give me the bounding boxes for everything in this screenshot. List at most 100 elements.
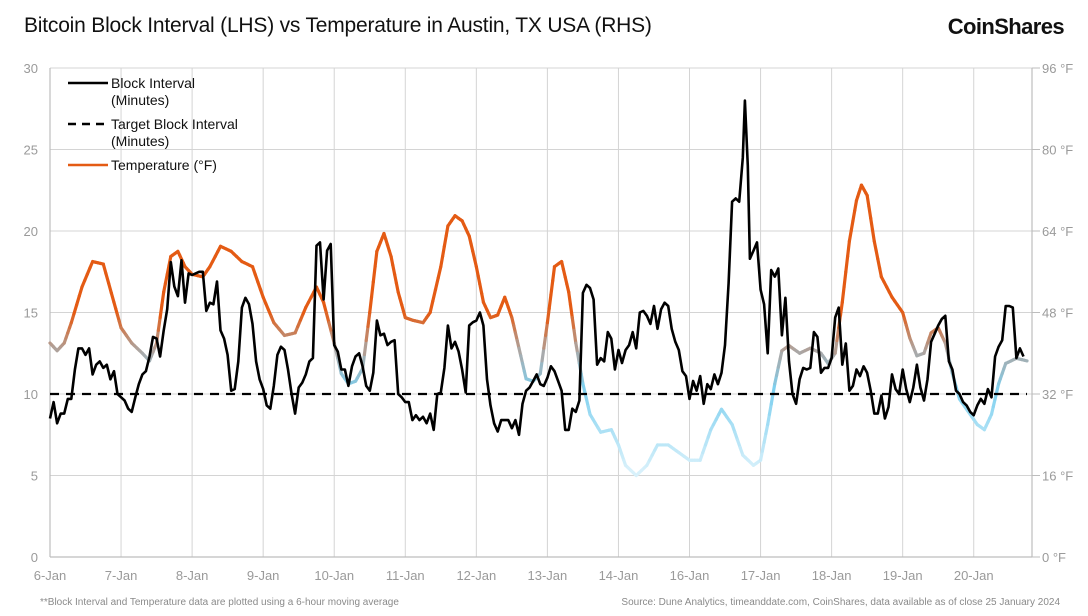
temperature-segment [847, 229, 853, 243]
temperature-segment [542, 333, 548, 350]
temperature-segment [444, 224, 450, 238]
temperature-segment [567, 290, 573, 307]
y-left-tick-label: 25 [24, 143, 38, 158]
temperature-segment [549, 279, 555, 297]
temperature-segment [439, 254, 445, 269]
y-left-tick-label: 30 [24, 61, 38, 76]
x-tick-label: 18-Jan [812, 568, 852, 583]
legend-label: Temperature (°F) [111, 157, 217, 173]
temperature-segment [870, 228, 876, 243]
block-interval-line [48, 99, 1025, 437]
series-layer [48, 99, 1029, 478]
temperature-segment [766, 412, 772, 427]
temperature-segment [769, 392, 775, 406]
x-tick-label: 20-Jan [954, 568, 994, 583]
temperature-segment [321, 300, 328, 315]
legend: Block Interval(Minutes)Target Block Inte… [68, 75, 238, 173]
x-tick-label: 16-Jan [670, 568, 710, 583]
temperature-segment [433, 276, 440, 292]
temperature-segment [362, 338, 368, 357]
temperature-segment [849, 219, 855, 233]
footnote: **Block Interval and Temperature data ar… [40, 597, 399, 608]
temperature-segment [865, 193, 871, 209]
y-axis-right-ticks: 0 °F 16 °F 32 °F 48 °F 64 °F 80 °F 96 °F [1042, 61, 1073, 565]
temperature-segment [574, 341, 580, 355]
grid [50, 67, 1032, 557]
temperature-segment [368, 295, 374, 315]
temperature-segment [324, 310, 331, 325]
x-tick-label: 13-Jan [528, 568, 568, 583]
temperature-segment [771, 382, 777, 396]
temperature-segment [545, 307, 551, 325]
y-left-tick-label: 5 [31, 469, 38, 484]
x-tick-label: 14-Jan [599, 568, 639, 583]
temperature-segment [104, 272, 111, 285]
temperature-segment [838, 300, 844, 317]
temperature-segment [544, 321, 549, 338]
y-right-tick-label: 80 °F [1042, 143, 1073, 158]
axes [49, 67, 1040, 558]
temperature-segment [440, 244, 446, 259]
source-note: Source: Dune Analytics, timeanddate.com,… [621, 597, 1060, 608]
temperature-segment [869, 216, 875, 232]
x-tick-label: 9-Jan [247, 568, 280, 583]
temperature-segment [767, 402, 773, 416]
temperature-segment [1022, 358, 1029, 363]
legend-label: (Minutes) [111, 133, 169, 149]
x-tick-label: 17-Jan [741, 568, 781, 583]
x-tick-label: 10-Jan [314, 568, 354, 583]
temperature-segment [160, 290, 166, 307]
y-right-tick-label: 48 °F [1042, 306, 1073, 321]
temperature-segment [551, 265, 557, 283]
temperature-segment [846, 239, 851, 259]
y-right-tick-label: 96 °F [1042, 61, 1073, 76]
y-right-tick-label: 32 °F [1042, 387, 1073, 402]
temperature-segment [538, 359, 544, 376]
temperature-segment [833, 338, 839, 355]
temperature-segment [570, 315, 576, 332]
y-left-tick-label: 20 [24, 224, 38, 239]
temperature-segment [835, 326, 841, 343]
x-tick-label: 8-Jan [176, 568, 209, 583]
temperature-segment [364, 324, 370, 343]
temperature-segment [442, 234, 448, 248]
temperature-segment [101, 262, 108, 276]
temperature-segment [436, 265, 443, 280]
x-tick-label: 7-Jan [105, 568, 138, 583]
legend-label: Block Interval [111, 75, 195, 91]
y-axis-left-ticks: 0 5 10 15 20 25 30 [24, 61, 38, 565]
temperature-segment [107, 281, 113, 295]
temperature-segment [568, 303, 574, 320]
temperature-segment [572, 328, 578, 345]
x-axis-ticks: 6-Jan 7-Jan 8-Jan 9-Jan 10-Jan 11-Jan 12-Jan 13… [34, 568, 994, 583]
temperature-segment [844, 254, 850, 274]
legend-label: Target Block Interval [111, 116, 238, 132]
y-right-tick-label: 16 °F [1042, 469, 1073, 484]
temperature-segment [158, 303, 164, 320]
y-left-tick-label: 0 [31, 550, 38, 565]
temperature-segment [547, 293, 553, 311]
y-left-tick-label: 15 [24, 306, 38, 321]
temperature-segment [853, 198, 859, 213]
y-right-tick-label: 0 °F [1042, 550, 1066, 565]
x-tick-label: 6-Jan [34, 568, 67, 583]
temperature-segment [575, 351, 581, 366]
temperature-segment [851, 209, 857, 223]
y-right-tick-label: 64 °F [1042, 224, 1073, 239]
chart-title: Bitcoin Block Interval (LHS) vs Temperat… [24, 14, 652, 37]
x-tick-label: 12-Jan [456, 568, 496, 583]
temperature-series [48, 183, 1029, 478]
x-tick-label: 11-Jan [386, 568, 425, 583]
temperature-segment [840, 285, 846, 304]
temperature-segment [867, 205, 873, 220]
coinshares-logo: CoinShares [947, 14, 1065, 39]
temperature-segment [369, 280, 375, 299]
y-left-tick-label: 10 [24, 387, 38, 402]
legend-label: (Minutes) [111, 92, 169, 108]
temperature-segment [431, 287, 438, 303]
temperature-segment [371, 265, 377, 284]
temperature-segment [842, 270, 848, 289]
temperature-segment [428, 299, 435, 315]
temperature-segment [109, 291, 116, 304]
